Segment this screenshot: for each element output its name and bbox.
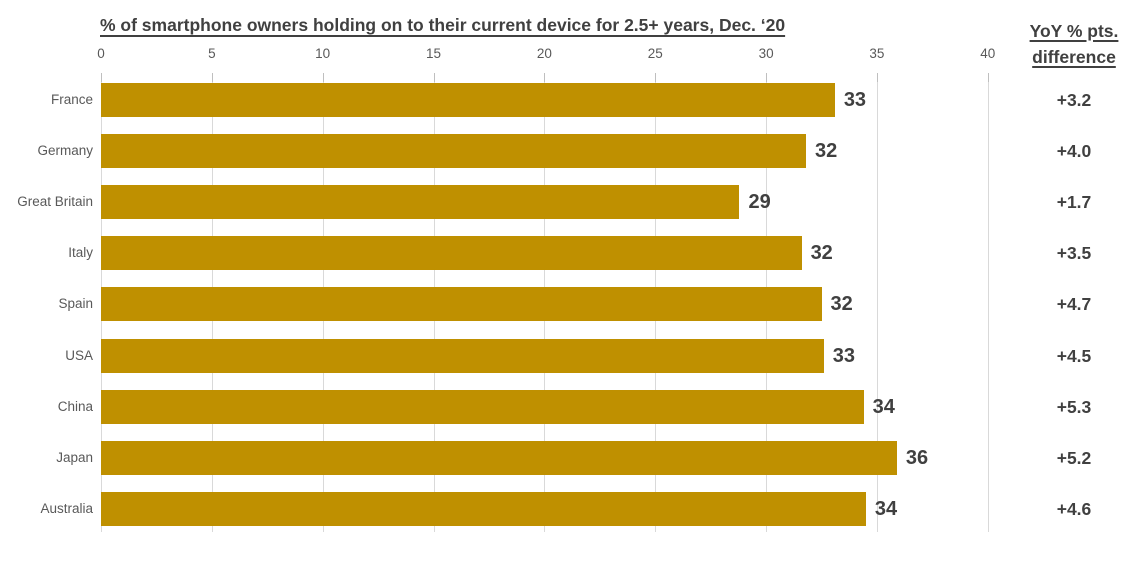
axis-tick-mark xyxy=(433,73,435,82)
category-label: Germany xyxy=(37,143,93,159)
yoy-difference-value: +5.2 xyxy=(1056,447,1092,468)
bar-value-label: 36 xyxy=(905,446,929,469)
x-axis-tick-label: 35 xyxy=(869,46,885,61)
bar-value-label: 33 xyxy=(843,89,867,111)
yoy-header-line1: YoY % pts. xyxy=(1029,21,1119,41)
category-label: Great Britain xyxy=(17,194,93,210)
category-label: Spain xyxy=(58,296,93,312)
category-label: Italy xyxy=(68,245,93,261)
category-label: China xyxy=(57,398,93,414)
axis-tick-mark xyxy=(322,73,324,82)
bar xyxy=(101,389,864,424)
yoy-difference-value: +4.6 xyxy=(1056,498,1092,519)
axis-tick-mark xyxy=(766,73,768,82)
x-axis-tick-label: 0 xyxy=(97,46,105,61)
bar-value-label: 33 xyxy=(832,344,855,367)
x-axis-tick-label: 15 xyxy=(426,46,442,61)
axis-tick-mark xyxy=(876,73,878,82)
bar xyxy=(101,287,822,322)
x-axis-tick-label: 25 xyxy=(647,46,663,61)
bar-value-label: 32 xyxy=(830,293,853,316)
x-axis-tick-label: 10 xyxy=(315,46,331,61)
bar-value-label: 32 xyxy=(815,140,838,163)
bar xyxy=(101,185,740,220)
bar xyxy=(101,83,835,117)
yoy-difference-value: +1.7 xyxy=(1056,192,1092,213)
yoy-difference-value: +4.5 xyxy=(1056,345,1092,366)
bar-value-label: 34 xyxy=(874,497,898,520)
yoy-difference-value: +3.5 xyxy=(1056,243,1092,264)
category-label: Japan xyxy=(56,449,93,465)
bar xyxy=(101,134,806,169)
yoy-header-line2: difference xyxy=(1032,47,1116,67)
chart-title: % of smartphone owners holding on to the… xyxy=(100,15,786,35)
yoy-difference-value: +3.2 xyxy=(1056,90,1092,110)
yoy-difference-value: +5.3 xyxy=(1056,396,1092,417)
x-axis-tick-label: 20 xyxy=(536,46,552,61)
yoy-column-header: YoY % pts. difference xyxy=(1012,18,1136,70)
axis-tick-mark xyxy=(655,73,657,82)
bar xyxy=(101,236,802,271)
gridline xyxy=(876,82,878,532)
bar xyxy=(101,491,866,526)
axis-tick-mark xyxy=(987,73,989,82)
axis-tick-mark xyxy=(101,73,102,82)
x-axis-tick-label: 5 xyxy=(208,46,216,61)
yoy-difference-value: +4.7 xyxy=(1056,294,1092,315)
axis-tick-mark xyxy=(211,73,213,82)
bar xyxy=(101,440,897,475)
bar-value-label: 29 xyxy=(748,191,771,214)
x-axis-tick-label: 30 xyxy=(758,46,774,61)
yoy-difference-value: +4.0 xyxy=(1056,141,1092,162)
bar-value-label: 34 xyxy=(872,395,895,418)
category-label: France xyxy=(50,92,93,107)
bar-value-label: 32 xyxy=(810,242,833,265)
x-axis-tick-label: 40 xyxy=(980,46,996,61)
category-label: USA xyxy=(65,347,93,363)
category-label: Australia xyxy=(40,500,93,516)
axis-tick-mark xyxy=(544,73,546,82)
gridline xyxy=(987,82,989,532)
bar xyxy=(101,338,824,373)
